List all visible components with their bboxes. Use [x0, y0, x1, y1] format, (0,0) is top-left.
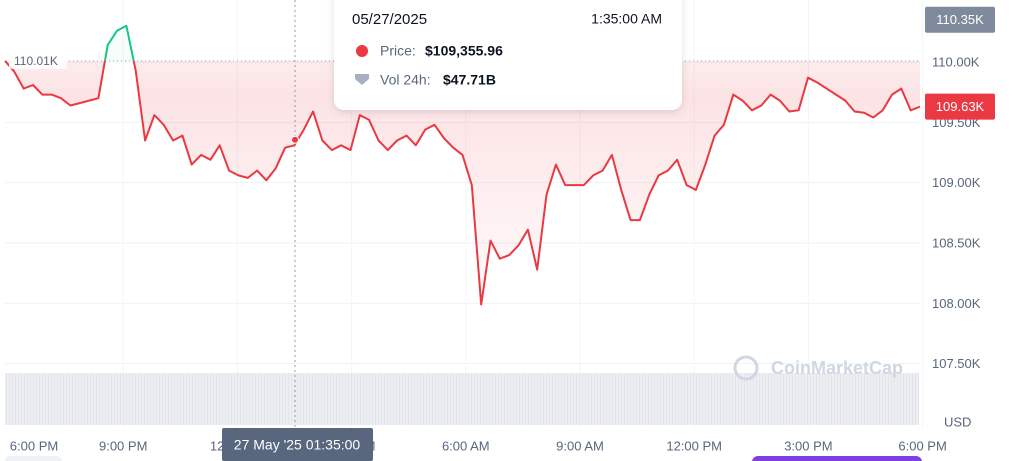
y-tick-label: 107.50K [932, 356, 981, 371]
currency-label: USD [944, 414, 971, 429]
tooltip-date: 05/27/2025 [352, 11, 427, 28]
tooltip-price-label: Price: [380, 43, 416, 59]
x-axis: 6:00 PM9:00 PM12:00 AM3:00 AM6:00 AM9:00… [10, 438, 947, 453]
x-tick-label: 3:00 PM [784, 438, 832, 453]
x-tick-label: 6:00 PM [898, 438, 946, 453]
x-tick-label: 6:00 AM [442, 438, 490, 453]
high-label: 110.35K [936, 12, 984, 27]
tooltip-time: 1:35:00 AM [591, 11, 662, 27]
watermark: CoinMarketCap [733, 355, 903, 381]
tooltip: 05/27/2025 1:35:00 AM Price: $109,355.96… [334, 0, 682, 110]
open-label: 110.01K [14, 54, 58, 68]
tooltip-price-dot [356, 45, 368, 57]
pill [5, 456, 62, 461]
open-label-bg [9, 52, 67, 69]
tooltip-volume: $47.71B [443, 72, 496, 88]
x-tick-label: 9:00 PM [99, 438, 147, 453]
price-line [4, 60, 921, 306]
volume-band [5, 373, 919, 425]
crosshair-label: 27 May '25 01:35:00 [234, 437, 361, 453]
tooltip-volume-label: Vol 24h: [380, 72, 431, 88]
crosshair-point [291, 135, 299, 144]
x-tick-label: 6:00 PM [10, 438, 58, 453]
watermark-text: CoinMarketCap [771, 358, 903, 378]
plot: 110.01K [4, 24, 921, 306]
y-axis: 110.00K109.50K109.00K108.50K108.00K107.5… [925, 6, 995, 371]
pill [752, 456, 922, 461]
x-tick-label: 12:00 PM [666, 438, 722, 453]
x-tick-label: 9:00 AM [556, 438, 604, 453]
y-tick-label: 110.00K [932, 54, 980, 69]
watermark-logo [733, 355, 759, 381]
crosshair-label-box [222, 428, 373, 461]
tooltip-box [334, 0, 682, 110]
crosshair [291, 135, 299, 144]
tooltip-price: $109,355.96 [425, 43, 503, 59]
current-label: 109.63K [936, 99, 985, 114]
current-box [925, 93, 995, 120]
y-tick-label: 108.50K [932, 235, 981, 250]
y-tick-label: 108.00K [932, 296, 981, 311]
high-box [925, 6, 995, 33]
tooltip-volume-icon [355, 74, 369, 85]
area-below [5, 60, 920, 305]
y-tick-label: 109.00K [932, 175, 981, 190]
